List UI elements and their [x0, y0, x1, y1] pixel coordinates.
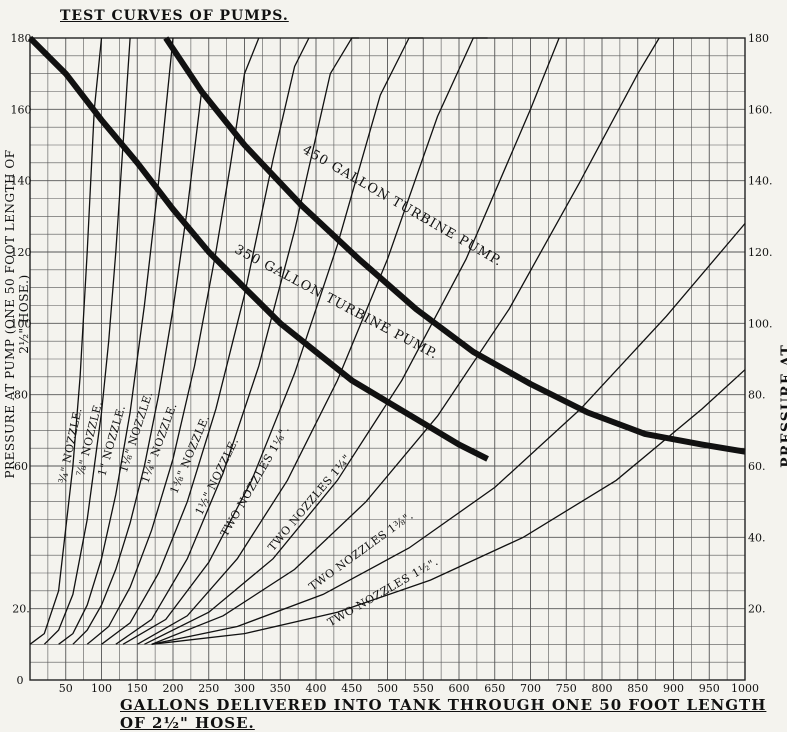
nozzle-curve	[151, 223, 746, 645]
x-tick-label: 650	[484, 682, 505, 695]
x-tick-label: 1000	[731, 682, 759, 695]
y-tick-label-right: 60.	[748, 460, 766, 473]
x-tick-label: 950	[699, 682, 720, 695]
y-axis-label-left: PRESSURE AT PUMP (ONE 50 FOOT LENGTH OF …	[3, 149, 31, 479]
y-tick-label-left: 120	[11, 246, 32, 259]
nozzle-curve	[101, 37, 310, 645]
y-tick-label-right: 120.	[748, 246, 773, 259]
y-tick-label-right: 80.	[748, 389, 766, 402]
y-tick-label-right: 140.	[748, 175, 773, 188]
nozzle-curves	[29, 37, 746, 645]
x-origin-label: 0	[17, 674, 24, 687]
x-tick-label: 350	[270, 682, 291, 695]
nozzle-curve	[115, 37, 359, 645]
pump-curve	[163, 36, 746, 455]
nozzle-curve	[29, 37, 103, 645]
pump-curve-label: 450 GALLON TURBINE PUMP.	[300, 143, 505, 270]
y-tick-label-right: 160.	[748, 103, 773, 116]
nozzle-curve	[151, 37, 660, 645]
y-axis-label-right: PRESSURE AT PUMP.	[779, 344, 787, 468]
y-tick-label-left: 140	[11, 175, 32, 188]
nozzle-curve	[43, 37, 131, 645]
tick-labels: 50 100 150 200 250 300 350 400 450 500 550 600 650 70…	[11, 32, 773, 695]
x-tick-label: 850	[627, 682, 648, 695]
x-tick-label: 450	[341, 682, 362, 695]
x-tick-label: 300	[234, 682, 255, 695]
y-tick-label-left: 80	[14, 389, 28, 402]
y-tick-label-left: 160	[11, 103, 32, 116]
x-tick-label: 550	[413, 682, 434, 695]
chart-title: TEST CURVES OF PUMPS.	[60, 8, 289, 24]
x-tick-label: 750	[556, 682, 577, 695]
nozzle-curve	[144, 37, 560, 645]
y-tick-label-right: 180	[748, 32, 769, 45]
nozzle-curve	[136, 37, 488, 645]
x-tick-label: 200	[163, 682, 184, 695]
x-tick-label: 500	[377, 682, 398, 695]
y-tick-label-right: 40.	[748, 531, 766, 544]
y-tick-label-right: 20.	[748, 603, 766, 616]
pump-curves	[27, 35, 746, 462]
y-tick-label-left: 20.	[12, 603, 30, 616]
x-tick-label: 400	[306, 682, 327, 695]
x-tick-label: 100	[91, 682, 112, 695]
x-tick-label: 150	[127, 682, 148, 695]
x-tick-label: 800	[592, 682, 613, 695]
x-axis-label: GALLONS DELIVERED INTO TANK THROUGH ONE …	[120, 696, 767, 732]
y-tick-label-left: 180	[11, 32, 32, 45]
x-tick-label: 700	[520, 682, 541, 695]
nozzle-curve	[72, 91, 203, 645]
x-tick-label: 50	[59, 682, 73, 695]
y-tick-label-left: 60	[14, 460, 28, 473]
nozzle-curve	[86, 37, 260, 645]
x-tick-label: 250	[198, 682, 219, 695]
nozzle-curve-label: TWO NOZZLES 1¼".	[265, 449, 356, 554]
nozzle-curve	[151, 369, 746, 645]
chart-frame	[29, 37, 746, 681]
pump-curve	[27, 35, 489, 462]
nozzle-curve	[58, 37, 174, 645]
y-tick-label-right: 100.	[748, 317, 773, 330]
x-tick-label: 600	[449, 682, 470, 695]
nozzle-curve	[122, 37, 424, 645]
x-tick-label: 900	[663, 682, 684, 695]
y-tick-label-left: 100	[11, 317, 32, 330]
